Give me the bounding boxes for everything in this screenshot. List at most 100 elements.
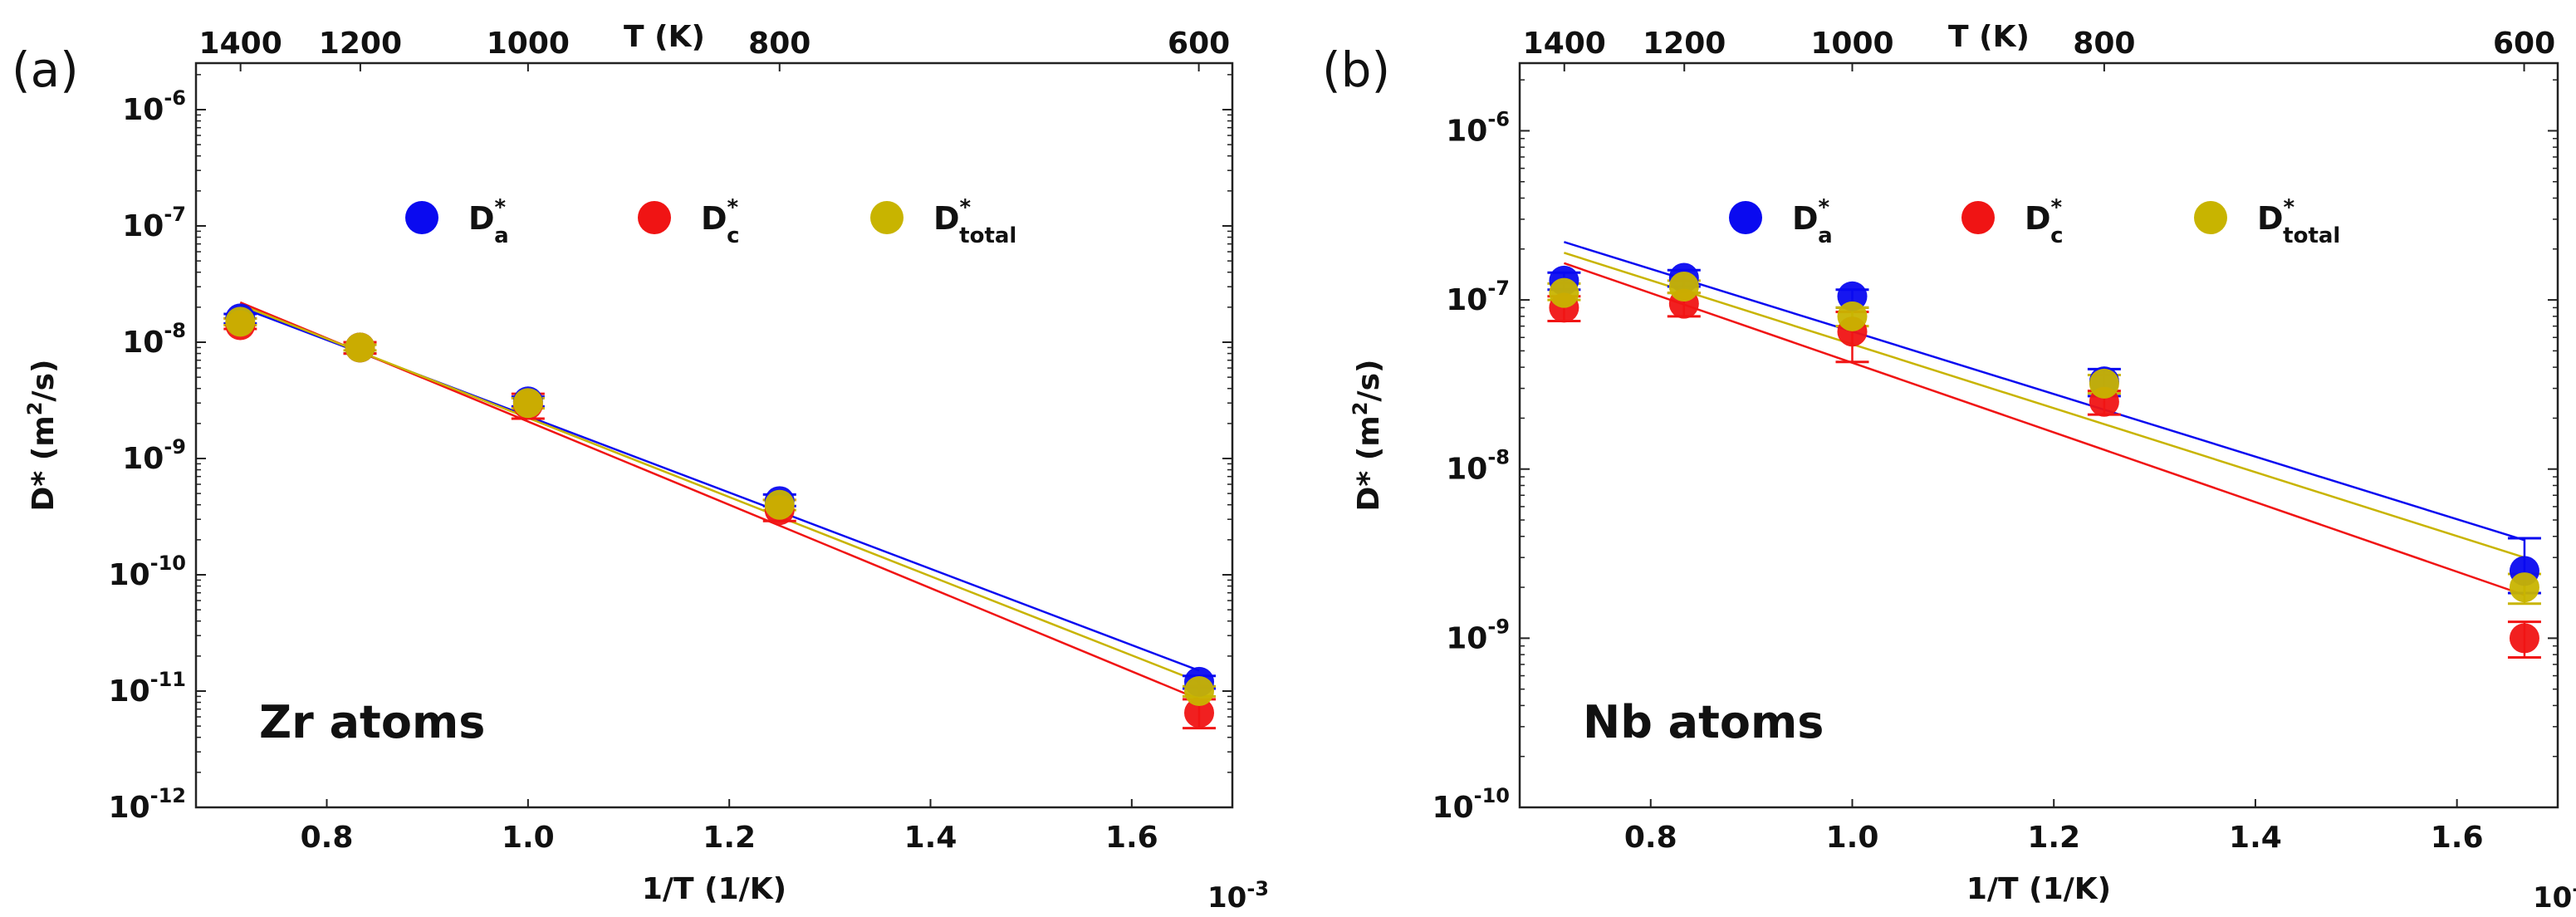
y-tick-label: 10-9 [122, 435, 186, 476]
y-tick-label: 10-10 [109, 552, 186, 592]
y-tick-base: 10 [109, 558, 150, 592]
y-tick-exponent: -8 [164, 319, 186, 342]
legend-label-total: D* total [2257, 195, 2340, 248]
y-tick-label: 10-9 [1446, 615, 1510, 655]
top-tick-label: 600 [1168, 27, 1230, 61]
legend-subscript: a [494, 223, 509, 248]
x-multiplier-base: 10 [2533, 881, 2572, 915]
y-axis-title-main: D* (m [27, 415, 61, 511]
y-tick-base: 10 [122, 326, 164, 360]
x-multiplier: 10-3 [1207, 877, 1269, 915]
y-tick-base: 10 [109, 791, 150, 825]
fit-line-a [1564, 241, 2525, 542]
y-tick-base: 10 [1446, 621, 1487, 655]
legend-marker-total [870, 201, 904, 234]
y-tick-base: 10 [122, 209, 164, 243]
y-tick-exponent: -8 [1487, 446, 1510, 469]
x-axis-title: 1/T (1/K) [642, 872, 786, 906]
y-tick-exponent: -7 [164, 203, 186, 226]
atom-annotation: Nb atoms [1583, 696, 1824, 748]
fit-line-total [1564, 252, 2525, 559]
legend-marker-c [638, 201, 671, 234]
top-tick-label: 1200 [1643, 27, 1726, 61]
legend-subscript: a [1818, 223, 1833, 248]
point-c [2509, 623, 2539, 654]
y-axis-title: D* (m2/s) [1349, 360, 1386, 512]
y-axis-title-sup: 2 [1349, 402, 1372, 416]
legend-star: * [2284, 195, 2295, 220]
legend-subscript: c [727, 223, 739, 248]
point-total [764, 489, 795, 520]
legend-symbol: D [701, 200, 727, 237]
y-tick-label: 10-11 [109, 668, 186, 709]
legend-subscript: c [2050, 223, 2063, 248]
legend-symbol: D [468, 200, 495, 237]
y-tick-exponent: -10 [1474, 784, 1510, 807]
x-multiplier-exp: -3 [1246, 877, 1269, 900]
y-tick-base: 10 [1446, 283, 1487, 317]
y-tick-exponent: -12 [150, 784, 186, 807]
legend-label-c: D* c [701, 195, 740, 248]
x-tick-label: 1.4 [2229, 821, 2282, 855]
top-tick-label: 1400 [1523, 27, 1606, 61]
panel-label: (b) [1322, 42, 1390, 98]
top-tick-label: 800 [748, 27, 811, 61]
y-tick-exponent: -9 [164, 435, 186, 458]
top-axis-title: T (K) [624, 20, 705, 54]
x-tick-label: 1.2 [703, 821, 756, 855]
top-tick-label: 1000 [487, 27, 570, 61]
y-tick-base: 10 [122, 442, 164, 476]
y-tick-label: 10-7 [122, 203, 186, 243]
legend-star: * [2051, 195, 2063, 220]
x-axis-title: 1/T (1/K) [1966, 872, 2111, 906]
point-total [2509, 572, 2539, 603]
point-total [1668, 271, 1699, 302]
y-tick-label: 10-7 [1446, 277, 1510, 317]
fit-line-c [1563, 262, 2525, 596]
plot-frame [194, 61, 1234, 809]
legend-subscript: total [2283, 223, 2340, 248]
point-c [1184, 698, 1215, 728]
y-tick-exponent: -7 [1487, 277, 1510, 300]
y-tick-label: 10-8 [1446, 446, 1510, 487]
atom-annotation: Zr atoms [259, 696, 485, 748]
point-total [1549, 277, 1579, 308]
x-tick-label: 1.0 [502, 821, 555, 855]
point-total [225, 306, 256, 337]
x-multiplier-exp: -3 [2572, 877, 2576, 900]
legend-star: * [960, 195, 972, 220]
x-tick-label: 1.6 [1105, 821, 1158, 855]
y-tick-base: 10 [122, 93, 164, 127]
x-tick-label: 1.6 [2431, 821, 2484, 855]
y-tick-exponent: -9 [1487, 615, 1510, 638]
legend-star: * [1819, 195, 1830, 220]
legend-label-total: D* total [933, 195, 1016, 248]
legend-label-a: D* a [1792, 195, 1833, 248]
y-tick-label: 10-10 [1432, 784, 1510, 825]
point-total [345, 332, 375, 363]
y-axis-title: D* (m2/s) [23, 360, 61, 512]
point-total [512, 388, 543, 419]
legend-label-a: D* a [468, 195, 509, 248]
top-tick-label: 1000 [1810, 27, 1893, 61]
y-axis-title-end: /s) [1352, 360, 1386, 402]
legend-marker-a [1729, 201, 1762, 234]
legend-symbol: D [2025, 200, 2051, 237]
legend-subscript: total [959, 223, 1016, 248]
x-multiplier: 10-3 [2533, 877, 2576, 915]
legend-symbol: D [933, 200, 960, 237]
point-total [1184, 676, 1215, 706]
y-tick-base: 10 [1446, 114, 1487, 148]
panel-a: (a) T (K) 1400 1200 1000 800 600 0.8 1.0 1.2 1.4 1.… [12, 20, 1269, 915]
y-tick-label: 10-6 [122, 86, 186, 127]
top-tick-label: 1200 [319, 27, 402, 61]
legend-marker-a [405, 201, 438, 234]
y-axis-title-sup: 2 [23, 402, 47, 416]
top-tick-label: 1400 [199, 27, 282, 61]
x-tick-label: 1.4 [904, 821, 957, 855]
y-tick-base: 10 [1432, 791, 1474, 825]
plot-frame [1518, 61, 2559, 809]
x-tick-label: 0.8 [301, 821, 354, 855]
panel-b: (b) T (K) 1400 1200 1000 800 600 0.8 1.0 1.2 1.4 1.… [1322, 20, 2576, 915]
